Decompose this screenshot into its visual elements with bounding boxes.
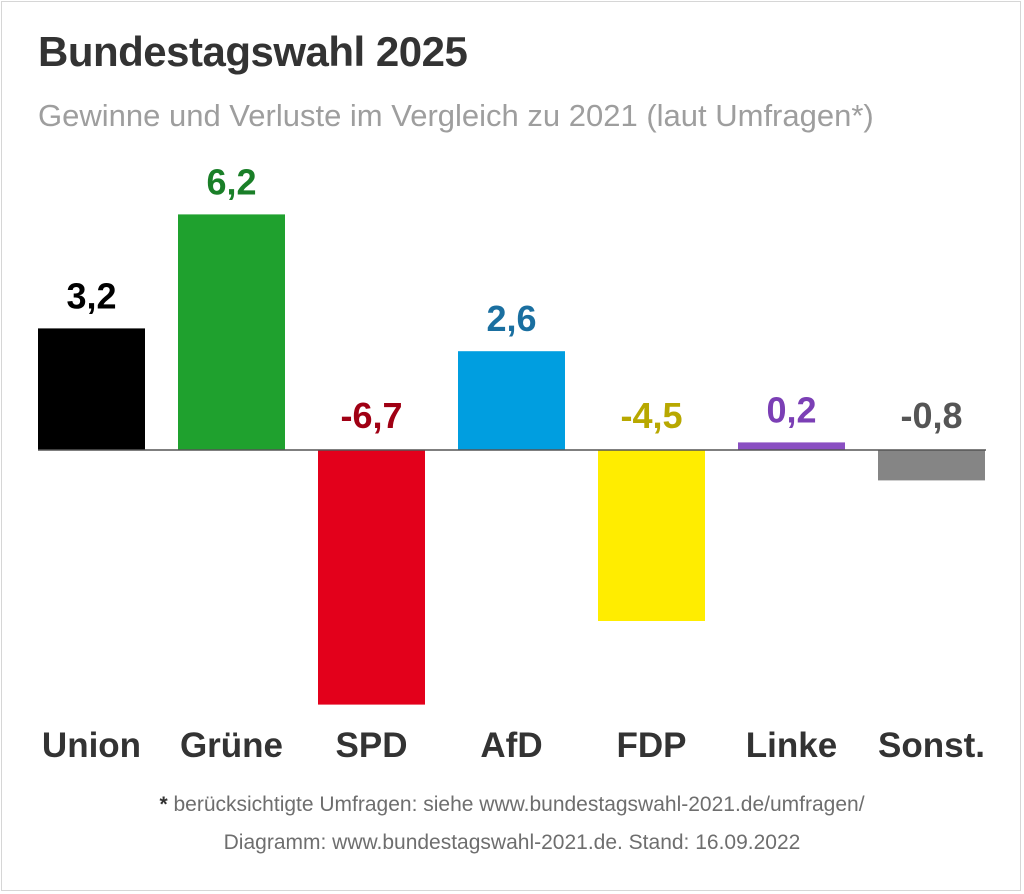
category-label-afd: AfD: [480, 726, 542, 765]
value-label-sonst: -0,8: [900, 395, 962, 436]
category-label-fdp: FDP: [617, 726, 687, 765]
labels-layer: 3,2 Union 6,2 Grüne -6,7 SPD 2,6 AfD -4,5 FDP 0,2 L…: [42, 161, 985, 765]
value-label-gruene: 6,2: [206, 161, 256, 202]
footnote-sources-text: berücksichtigte Umfragen: siehe www.bund…: [173, 793, 865, 816]
chart-title: Bundestagswahl 2025: [38, 28, 468, 75]
value-label-spd: -6,7: [340, 395, 402, 436]
value-label-afd: 2,6: [486, 298, 536, 339]
bar-sonst: [878, 450, 985, 481]
category-label-gruene: Grüne: [180, 726, 283, 765]
category-label-union: Union: [42, 726, 141, 765]
category-label-spd: SPD: [336, 726, 408, 765]
footnote-sources: * berücksichtigte Umfragen: siehe www.bu…: [0, 793, 1024, 817]
footnote-credit: Diagramm: www.bundestagswahl-2021.de. St…: [223, 831, 801, 854]
value-label-fdp: -4,5: [620, 395, 682, 436]
value-label-union: 3,2: [66, 275, 116, 316]
bar-union: [38, 328, 145, 450]
category-label-linke: Linke: [746, 726, 837, 765]
bars-layer: [38, 214, 985, 705]
chart-subtitle: Gewinne und Verluste im Vergleich zu 202…: [38, 98, 874, 133]
bar-fdp: [598, 450, 705, 621]
footnote-asterisk: *: [159, 793, 168, 816]
bar-afd: [458, 351, 565, 450]
bar-linke: [738, 442, 845, 450]
category-label-sonst: Sonst.: [878, 726, 985, 765]
bar-spd: [318, 450, 425, 705]
bar-gruene: [178, 214, 285, 450]
value-label-linke: 0,2: [766, 389, 816, 430]
